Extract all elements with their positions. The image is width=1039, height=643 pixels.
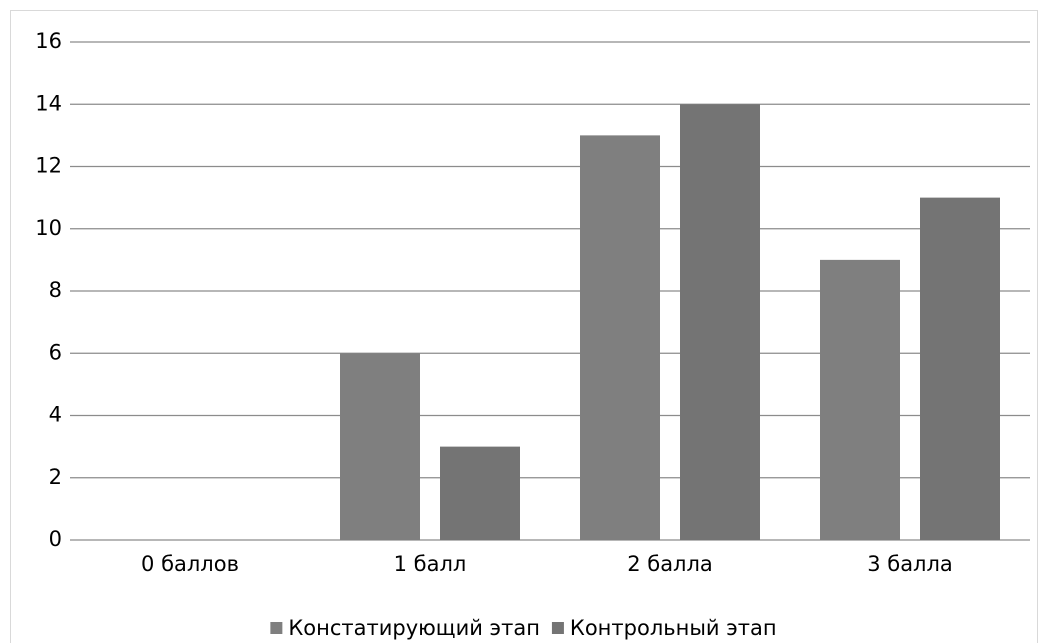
legend-label: Констатирующий этап [288, 616, 540, 640]
y-tick-label: 12 [35, 154, 62, 178]
x-tick-label: 2 балла [627, 552, 713, 576]
bar [440, 446, 520, 540]
bar [680, 104, 760, 540]
legend-label: Контрольный этап [570, 616, 777, 640]
legend-swatch [270, 622, 283, 634]
y-tick-label: 2 [49, 465, 62, 489]
bar [340, 353, 420, 540]
x-tick-label: 1 балл [394, 552, 467, 576]
x-tick-label: 3 балла [867, 552, 953, 576]
y-tick-label: 4 [49, 403, 62, 427]
y-tick-label: 0 [49, 527, 62, 551]
bar [820, 259, 900, 540]
legend-swatch [551, 622, 564, 634]
bar [580, 135, 660, 540]
y-tick-label: 8 [49, 278, 62, 302]
bar [920, 197, 1000, 540]
y-tick-label: 14 [35, 91, 62, 115]
y-tick-label: 10 [35, 216, 62, 240]
y-tick-label: 16 [35, 29, 62, 53]
y-tick-label: 6 [49, 340, 62, 364]
x-tick-label: 0 баллов [141, 552, 239, 576]
